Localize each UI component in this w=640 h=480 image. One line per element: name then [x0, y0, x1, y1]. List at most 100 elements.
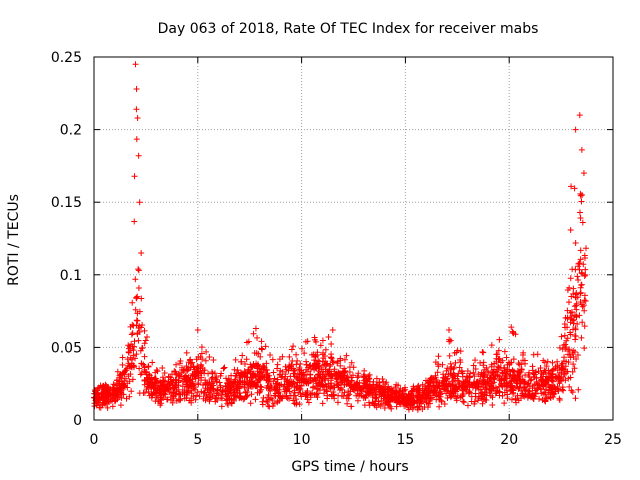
data-point: [330, 391, 337, 398]
y-axis-title: ROTI / TECUs: [6, 194, 22, 286]
data-point: [276, 371, 283, 378]
data-point: [345, 395, 352, 402]
data-point: [130, 364, 137, 371]
data-point: [477, 359, 484, 366]
data-point: [305, 364, 312, 371]
data-point: [512, 395, 519, 402]
data-point: [254, 379, 261, 386]
data-point: [549, 367, 556, 374]
data-point: [348, 403, 355, 410]
data-point: [558, 333, 565, 340]
data-point: [228, 395, 235, 402]
data-point: [577, 290, 584, 297]
data-point: [240, 396, 247, 403]
data-point: [124, 356, 131, 363]
data-point: [189, 376, 196, 383]
data-point: [346, 364, 353, 371]
data-point: [544, 376, 551, 383]
data-point: [213, 374, 220, 381]
data-point: [393, 381, 400, 388]
data-point: [252, 325, 259, 332]
data-point: [435, 363, 442, 370]
data-point: [184, 378, 191, 385]
data-point: [542, 386, 549, 393]
data-point: [201, 370, 208, 377]
data-point: [134, 293, 141, 300]
data-point: [315, 357, 322, 364]
data-point: [279, 353, 286, 360]
data-point: [137, 347, 144, 354]
data-point: [241, 360, 248, 367]
data-point: [256, 389, 263, 396]
data-point: [236, 379, 243, 386]
data-point: [311, 357, 318, 364]
data-point: [515, 360, 522, 367]
data-point: [496, 364, 503, 371]
data-point: [226, 390, 233, 397]
data-point: [578, 146, 585, 153]
data-point: [375, 398, 382, 405]
data-point: [326, 366, 333, 373]
data-point: [574, 351, 581, 358]
data-point: [141, 340, 148, 347]
data-point: [136, 390, 143, 397]
data-point: [530, 351, 537, 358]
x-tick-label: 15: [396, 432, 414, 448]
data-point: [160, 383, 167, 390]
data-point: [562, 377, 569, 384]
data-point: [271, 375, 278, 382]
data-point: [259, 401, 266, 408]
data-point: [127, 323, 134, 330]
data-point: [576, 112, 583, 119]
data-point: [470, 362, 477, 369]
data-point: [409, 405, 416, 412]
data-point: [128, 341, 135, 348]
data-point: [567, 374, 574, 381]
data-point: [453, 349, 460, 356]
data-point: [106, 398, 113, 405]
data-point: [269, 356, 276, 363]
data-point: [118, 394, 125, 401]
data-points: [91, 61, 590, 413]
data-point: [217, 382, 224, 389]
data-point: [141, 363, 148, 370]
data-point: [426, 385, 433, 392]
data-point: [225, 382, 232, 389]
data-point: [507, 371, 514, 378]
data-point: [286, 353, 293, 360]
data-point: [452, 359, 459, 366]
data-point: [510, 356, 517, 363]
data-point: [341, 369, 348, 376]
data-point: [521, 384, 528, 391]
data-point: [198, 344, 205, 351]
data-point: [449, 382, 456, 389]
data-point: [135, 152, 142, 159]
data-point: [261, 374, 268, 381]
data-point: [266, 383, 273, 390]
data-point: [231, 366, 238, 373]
data-point: [266, 403, 273, 410]
data-point: [405, 406, 412, 413]
data-point: [509, 383, 516, 390]
data-point: [327, 361, 334, 368]
data-point: [196, 393, 203, 400]
data-point: [434, 369, 441, 376]
data-point: [526, 388, 533, 395]
data-point: [166, 389, 173, 396]
data-point: [138, 370, 145, 377]
data-point: [307, 394, 314, 401]
data-point: [366, 378, 373, 385]
data-point: [403, 394, 410, 401]
data-point: [296, 401, 303, 408]
data-point: [488, 383, 495, 390]
data-point: [424, 404, 431, 411]
data-point: [515, 385, 522, 392]
data-point: [503, 354, 510, 361]
data-point: [425, 400, 432, 407]
data-point: [156, 386, 163, 393]
data-point: [218, 370, 225, 377]
data-point: [293, 396, 300, 403]
data-point: [581, 307, 588, 314]
data-point: [314, 374, 321, 381]
data-point: [308, 351, 315, 358]
